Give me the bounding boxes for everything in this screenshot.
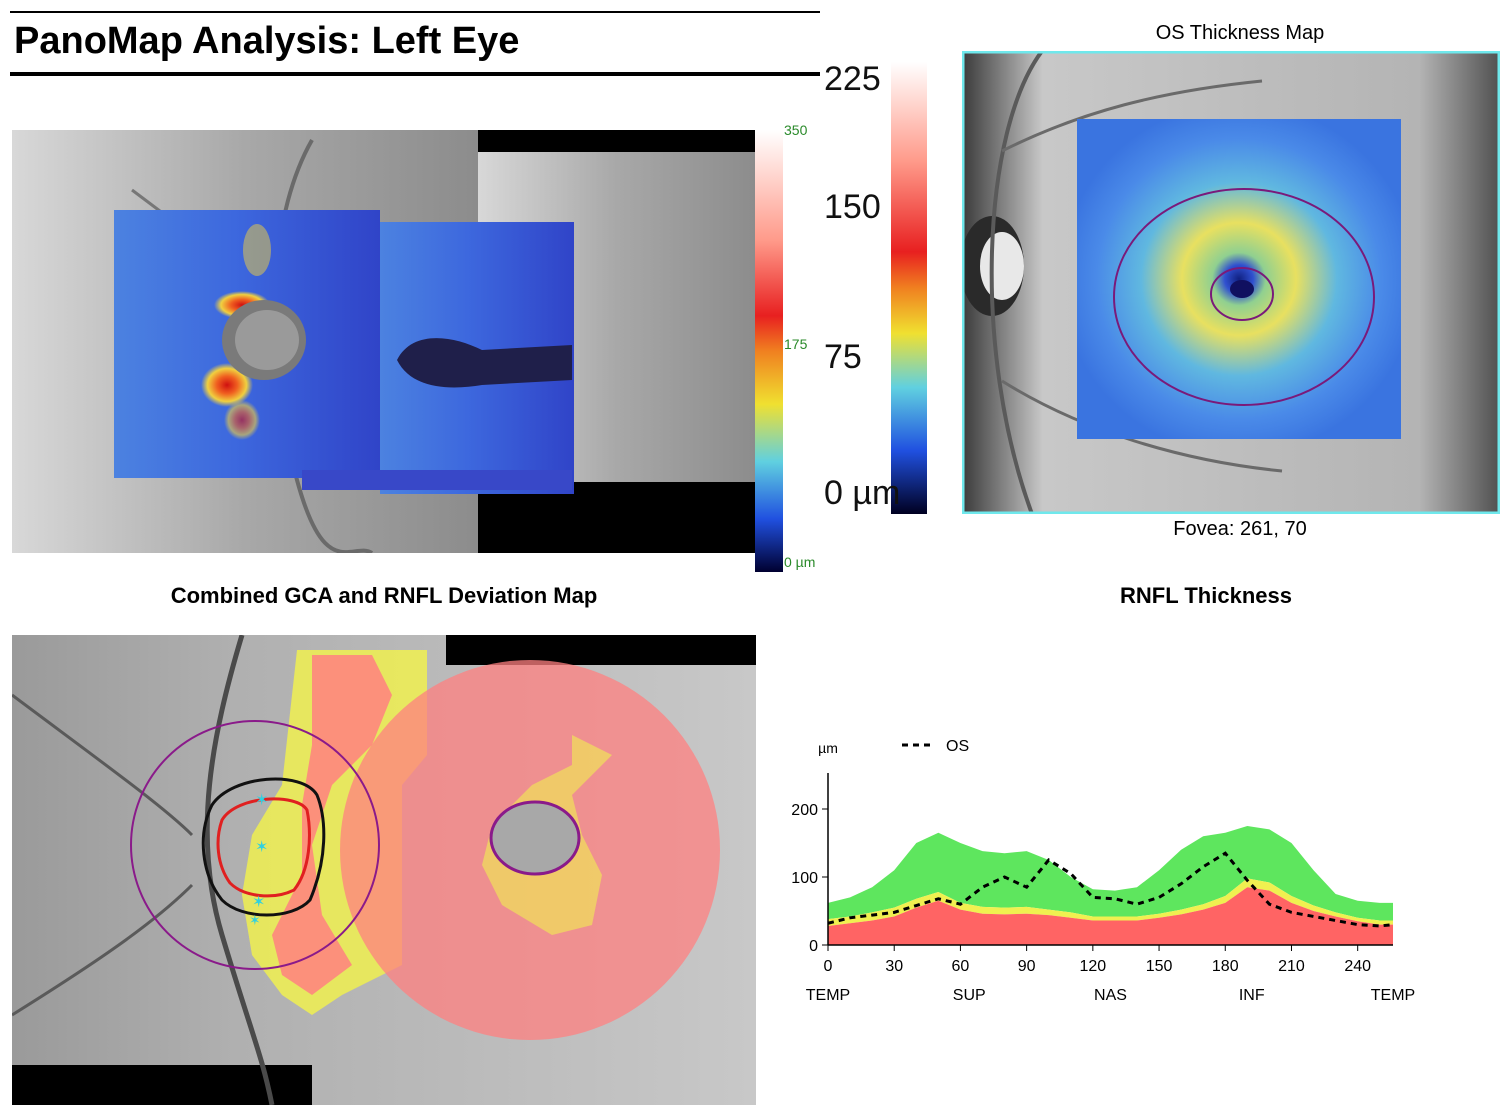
page-title: PanoMap Analysis: Left Eye [14, 20, 520, 62]
deviation-map-image: ✶ ✶ ✶ ✶ [12, 635, 756, 1105]
thickness-scale-label-0: 0 µm [824, 474, 901, 512]
x-tick-label: 180 [1212, 958, 1239, 975]
fovea-label: Fovea: 261, 70 [1173, 518, 1307, 540]
y-tick-label: 0 [809, 938, 818, 955]
rnfl-thickness-title: RNFL Thickness [1120, 583, 1292, 608]
legend-os-label: OS [946, 738, 969, 755]
os-thickness-map-image [962, 51, 1500, 514]
deviation-map-title: Combined GCA and RNFL Deviation Map [170, 583, 598, 608]
y-axis-label: µm [818, 740, 838, 756]
sector-label: INF [1239, 987, 1265, 1004]
y-tick-label: 100 [791, 870, 818, 887]
x-tick-label: 0 [824, 958, 833, 975]
panorama-scale-label-top: 350 [784, 122, 808, 138]
panorama-scale-label-mid: 175 [784, 336, 808, 352]
svg-text:✶: ✶ [249, 912, 261, 928]
sector-label: SUP [953, 987, 986, 1004]
svg-text:✶: ✶ [252, 894, 265, 911]
x-tick-label: 90 [1018, 958, 1036, 975]
y-tick-label: 200 [791, 802, 818, 819]
svg-text:✶: ✶ [255, 792, 268, 809]
x-tick-label: 30 [885, 958, 903, 975]
thickness-scale-label-75: 75 [824, 338, 862, 376]
sector-label: TEMP [806, 987, 850, 1004]
x-tick-label: 240 [1344, 958, 1371, 975]
sector-label: TEMP [1371, 987, 1415, 1004]
svg-text:✶: ✶ [255, 839, 268, 856]
x-tick-label: 120 [1079, 958, 1106, 975]
header-rule-top [10, 11, 820, 13]
abnormal-band-red [828, 887, 1393, 945]
header-rule-bottom [10, 72, 820, 76]
x-tick-label: 60 [952, 958, 970, 975]
thickness-color-scale-bar [891, 62, 927, 514]
x-tick-label: 210 [1278, 958, 1305, 975]
sector-label: NAS [1094, 987, 1127, 1004]
borderline-band-yellow [828, 878, 1393, 926]
thickness-scale-label-225: 225 [824, 60, 881, 98]
thickness-map-title: OS Thickness Map [1155, 22, 1325, 44]
panorama-scale-label-bottom: 0 µm [784, 554, 816, 570]
x-tick-label: 150 [1146, 958, 1173, 975]
thickness-scale-label-150: 150 [824, 188, 881, 226]
panorama-thickness-image [12, 130, 756, 553]
panorama-color-scale-bar [755, 130, 783, 572]
